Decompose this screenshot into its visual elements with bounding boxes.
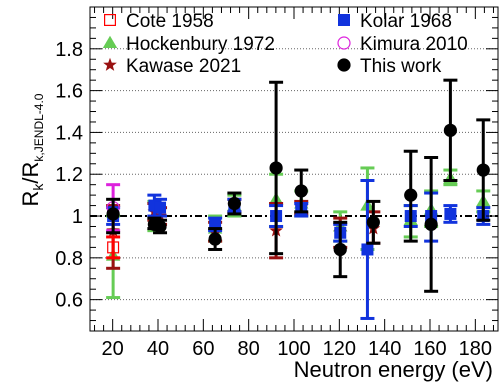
x-tick-label: 160 (413, 338, 446, 360)
legend-marker (102, 35, 118, 49)
legend-entry: Kolar 1968 (338, 11, 452, 32)
x-tick-label: 120 (323, 338, 356, 360)
x-tick-label: 140 (368, 338, 401, 360)
grid-lines (90, 48, 498, 301)
data-point (333, 242, 347, 257)
data-point (153, 219, 167, 234)
legend-marker (337, 36, 351, 50)
x-tick-label: 180 (459, 338, 492, 360)
x-axis-label: Neutron energy (eV) (294, 357, 493, 382)
series-cote-1958 (106, 235, 121, 260)
y-tick-label: 1.4 (55, 122, 83, 144)
legend-entry: Kawase 2021 (103, 56, 241, 77)
data-point (443, 123, 457, 137)
x-tick-label: 20 (102, 338, 124, 360)
data-point (444, 207, 457, 220)
y-axis-label-sep: /R (18, 162, 43, 184)
legend-entry: Hockenbury 1972 (102, 34, 275, 55)
legend-label: Cote 1958 (126, 11, 214, 32)
data-point (366, 215, 380, 229)
x-tick-label: 60 (192, 338, 214, 360)
data-point (269, 161, 283, 175)
legend-entry: Kimura 2010 (337, 34, 468, 55)
y-axis-label-main: R (18, 191, 43, 207)
svg-text:Rk/Rk,JENDL-4.0: Rk/Rk,JENDL-4.0 (18, 93, 46, 206)
x-tick-label: 40 (147, 338, 169, 360)
y-axis-label: Rk/Rk,JENDL-4.0 (18, 93, 46, 206)
legend-label: This work (360, 56, 442, 77)
y-tick-label: 0.8 (55, 248, 83, 270)
y-axis-label-main-sub: k (30, 183, 46, 191)
data-point (404, 188, 418, 202)
legend-marker (103, 14, 116, 27)
x-tick-label: 100 (277, 338, 310, 360)
data-point (106, 207, 120, 221)
y-tick-label: 1 (72, 206, 83, 228)
data-point (107, 241, 120, 254)
legend-entry: This work (337, 56, 442, 77)
y-axis-label-ref-sub: k,JENDL-4.0 (32, 93, 46, 161)
series-this-work (106, 78, 491, 293)
data-point (424, 217, 438, 231)
data-point (361, 243, 374, 256)
legend-marker (337, 58, 351, 72)
data-point (476, 163, 490, 177)
data-point (294, 184, 308, 198)
y-tick-label: 1.8 (55, 39, 83, 61)
y-tick-label: 0.6 (55, 290, 83, 312)
legend-label: Kawase 2021 (126, 56, 241, 77)
y-tick-label: 1.2 (55, 164, 83, 186)
legend-entry: Cote 1958 (103, 11, 214, 32)
legend-label: Hockenbury 1972 (126, 34, 275, 55)
data-point (154, 201, 167, 214)
legend-marker (338, 14, 350, 26)
y-tick-label: 1.6 (55, 81, 83, 103)
legend-marker (103, 57, 117, 71)
data-layer (105, 78, 491, 320)
axes-ticks: 0.6 0.8 1 1.2 1.4 1.6 1.8 20 40 60 80 100 120 140 160 1… (55, 6, 498, 360)
data-point (208, 232, 222, 246)
legend-label: Kolar 1968 (360, 11, 452, 32)
data-point (227, 196, 241, 211)
x-tick-label: 80 (238, 338, 260, 360)
legend-label: Kimura 2010 (360, 34, 468, 55)
